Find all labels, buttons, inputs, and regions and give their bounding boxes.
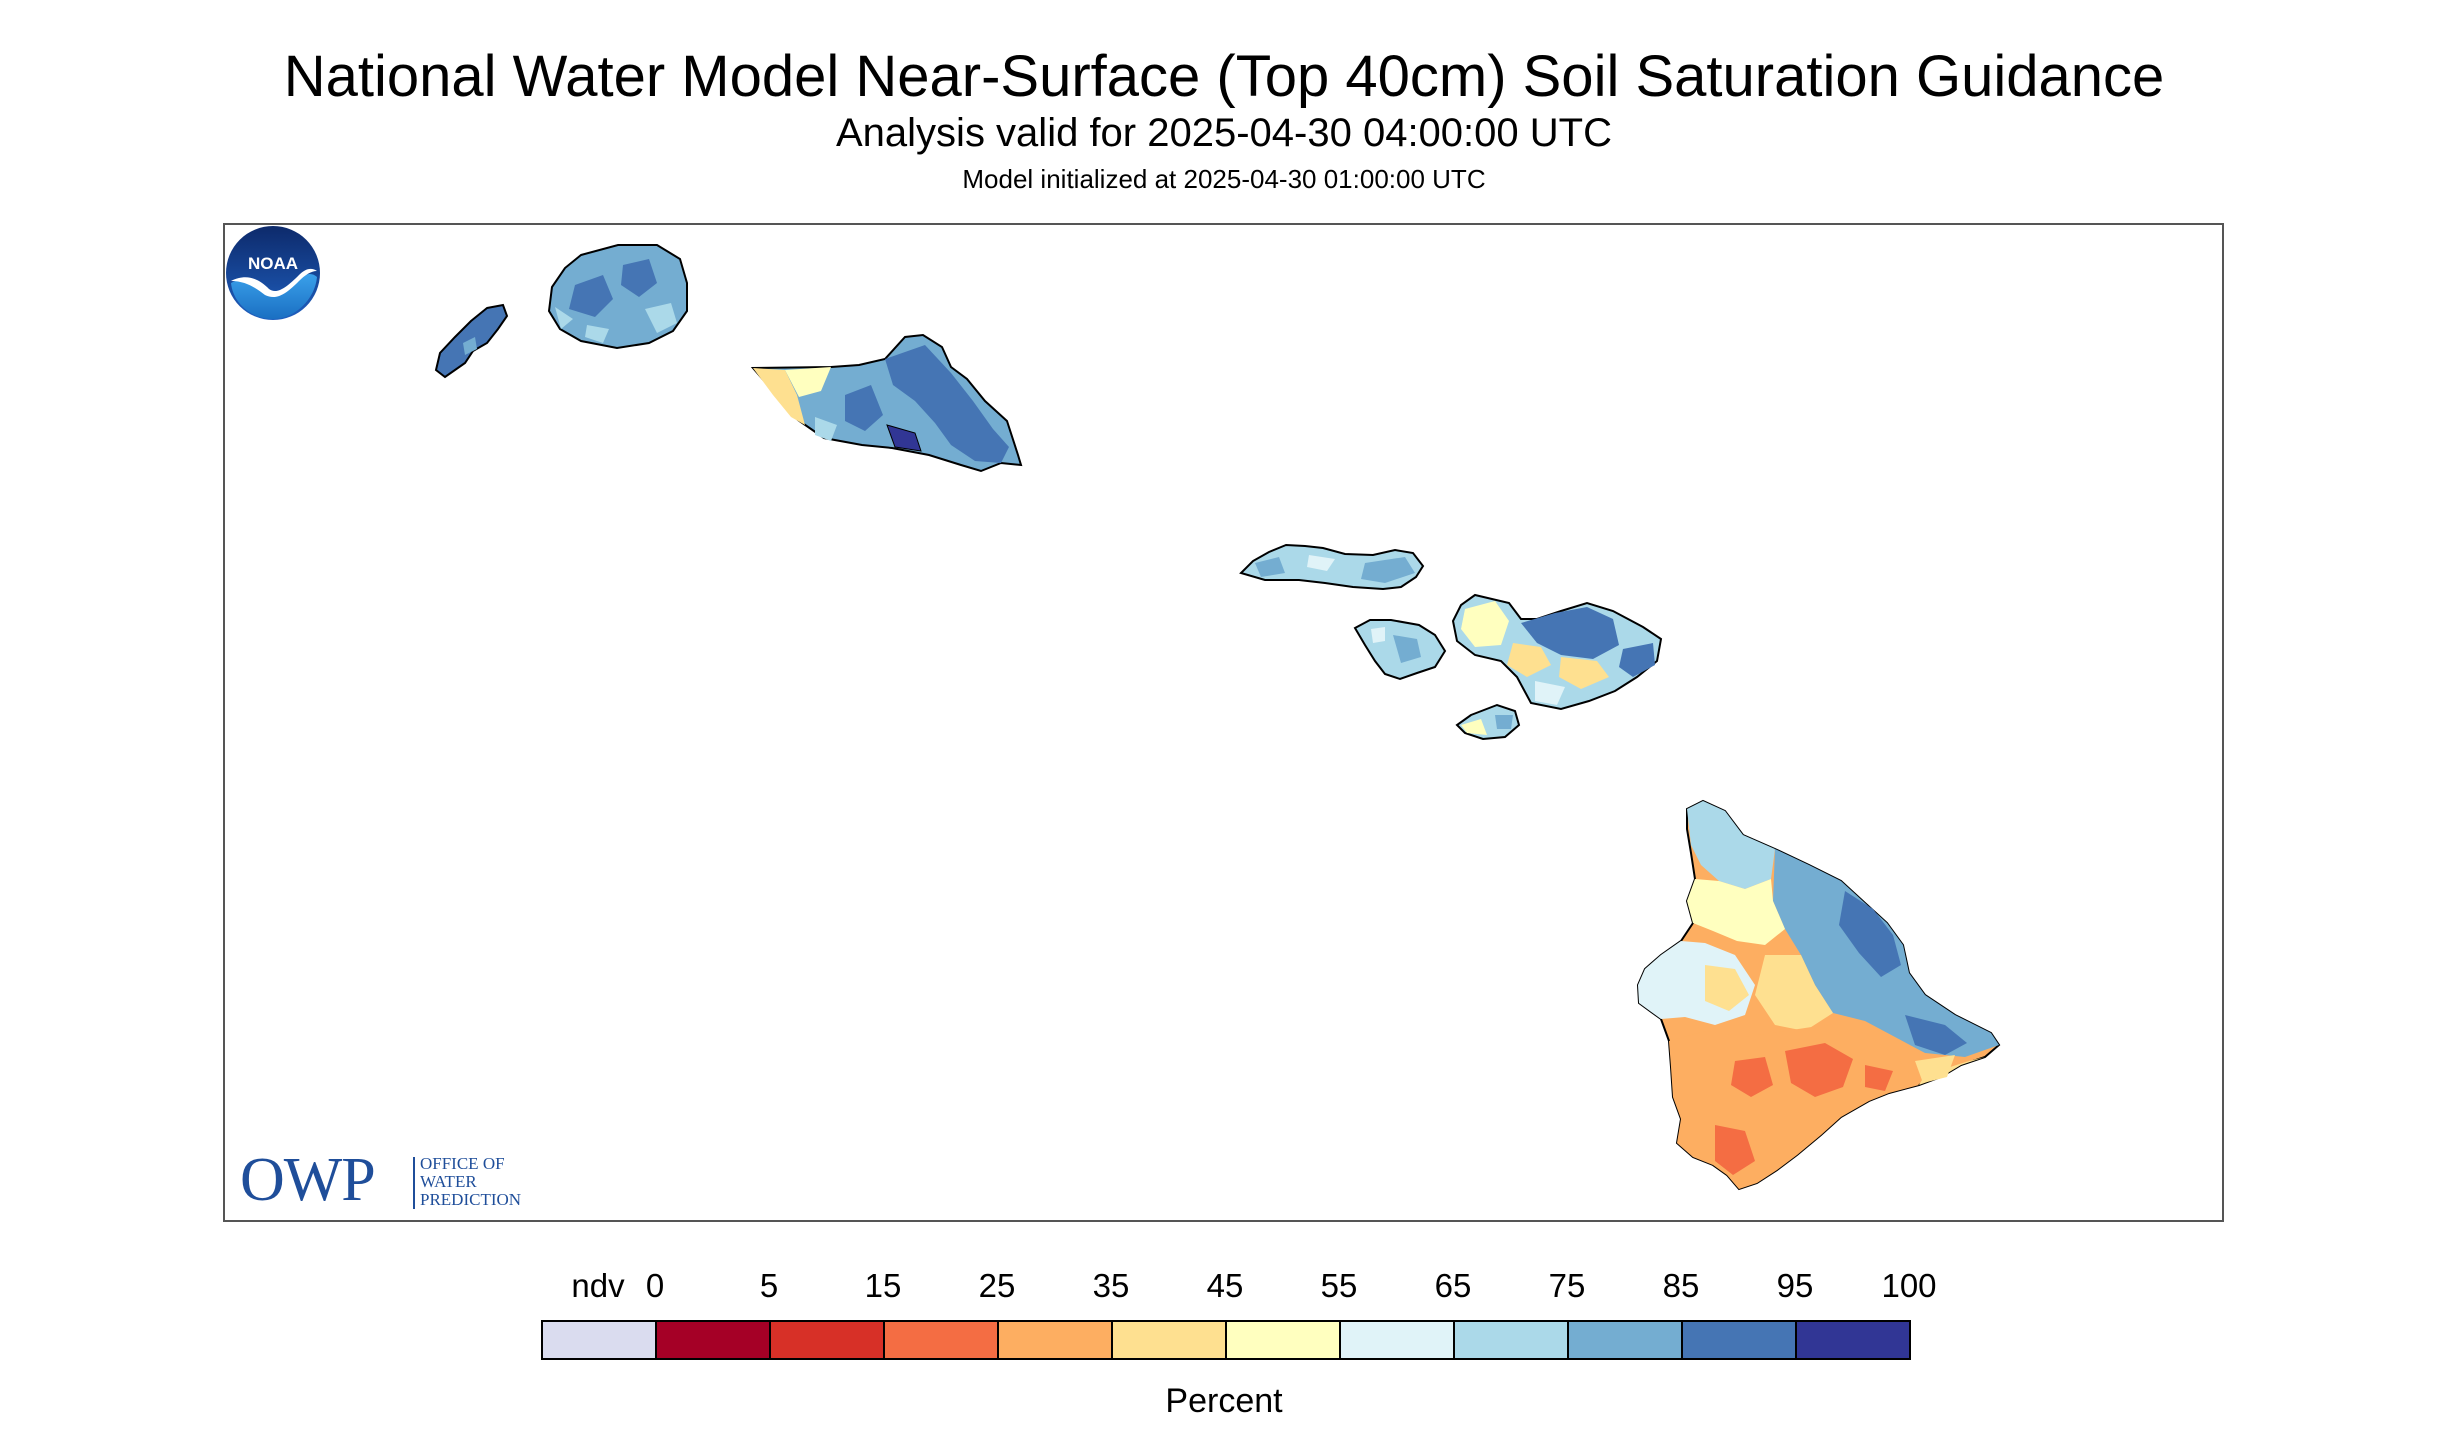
owp-logo-line2: WATER bbox=[420, 1172, 477, 1191]
legend-swatch-1 bbox=[655, 1320, 771, 1360]
legend-swatch-7 bbox=[1339, 1320, 1455, 1360]
legend-tick-label-1: 0 bbox=[645, 1267, 665, 1304]
legend-tick-label-3: 15 bbox=[864, 1267, 902, 1304]
legend-tick-label-11: 95 bbox=[1776, 1267, 1814, 1304]
legend-swatch-4 bbox=[997, 1320, 1113, 1360]
legend-swatch-3 bbox=[883, 1320, 999, 1360]
owp-logo-words: OFFICE OF WATER PREDICTION bbox=[420, 1155, 521, 1209]
island-kauai bbox=[547, 244, 688, 350]
map-frame[interactable]: OWP OFFICE OF WATER PREDICTION NOAA bbox=[223, 223, 2224, 1222]
owp-logo-line1: OFFICE OF bbox=[420, 1154, 505, 1173]
legend-tick-label-6: 45 bbox=[1206, 1267, 1244, 1304]
legend-swatch-5 bbox=[1111, 1320, 1227, 1360]
legend-swatch-10 bbox=[1681, 1320, 1797, 1360]
island-maui bbox=[1451, 593, 1663, 711]
island-oahu bbox=[750, 333, 1023, 473]
owp-logo-line3: PREDICTION bbox=[420, 1190, 522, 1209]
legend-tick-label-7: 55 bbox=[1320, 1267, 1358, 1304]
noaa-logo: NOAA bbox=[226, 226, 320, 320]
island-hawaii bbox=[1636, 799, 2001, 1191]
legend-unit-label: Percent bbox=[1165, 1382, 1283, 1420]
legend-tick-label-12: 100 bbox=[1881, 1267, 1937, 1304]
map-subtitle: Analysis valid for 2025-04-30 04:00:00 U… bbox=[836, 111, 1612, 155]
legend-tick-label-0: ndv bbox=[571, 1267, 625, 1304]
legend-tick-label-4: 25 bbox=[978, 1267, 1016, 1304]
model-init-text: Model initialized at 2025-04-30 01:00:00… bbox=[962, 164, 1486, 194]
legend-swatch-0 bbox=[541, 1320, 657, 1360]
island-kahoolawe bbox=[1455, 703, 1521, 741]
noaa-logo-text: NOAA bbox=[248, 254, 298, 273]
owp-logo-divider bbox=[413, 1157, 415, 1209]
legend-swatch-11 bbox=[1795, 1320, 1911, 1360]
legend-tick-label-2: 5 bbox=[759, 1267, 779, 1304]
legend-swatch-2 bbox=[769, 1320, 885, 1360]
island-niihau bbox=[434, 303, 509, 379]
legend-swatch-9 bbox=[1567, 1320, 1683, 1360]
legend-tick-label-5: 35 bbox=[1092, 1267, 1130, 1304]
legend-swatch-6 bbox=[1225, 1320, 1341, 1360]
legend-tick-label-9: 75 bbox=[1548, 1267, 1586, 1304]
legend-swatch-8 bbox=[1453, 1320, 1569, 1360]
legend-tick-label-10: 85 bbox=[1662, 1267, 1700, 1304]
owp-logo-letters: OWP bbox=[240, 1146, 376, 1214]
island-lanai bbox=[1353, 619, 1447, 681]
map-title: National Water Model Near-Surface (Top 4… bbox=[283, 44, 2165, 109]
island-map bbox=[434, 244, 2001, 1191]
owp-logo: OWP OFFICE OF WATER PREDICTION bbox=[240, 1149, 570, 1215]
legend-tick-label-8: 65 bbox=[1434, 1267, 1472, 1304]
color-legend: ndv 0 5 15 25 35 45 55 65 75 85 95 100 Percent bbox=[0, 1260, 2448, 1420]
island-molokai bbox=[1239, 543, 1425, 591]
